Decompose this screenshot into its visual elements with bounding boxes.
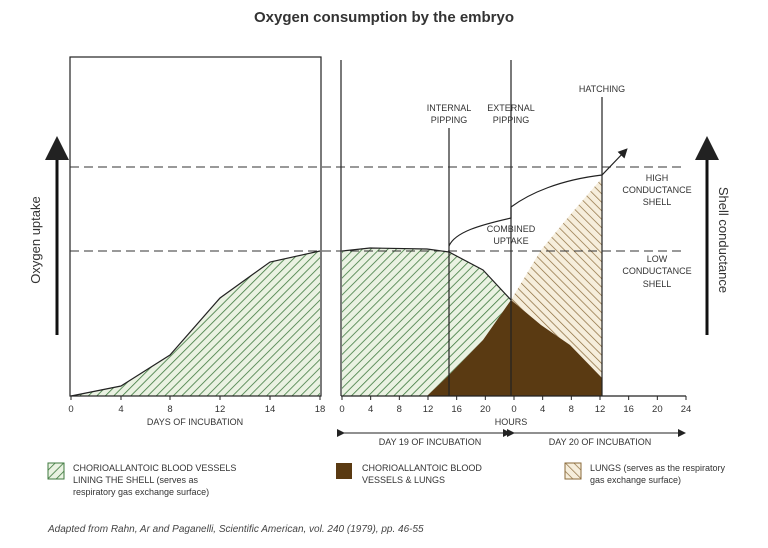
annotation: LOW: [647, 254, 668, 264]
x-tick-label: 20: [652, 404, 663, 415]
annotation: CONDUCTANCE: [622, 185, 691, 195]
annotation: HIGH: [646, 173, 669, 183]
area-vessels-lungs: [427, 300, 602, 396]
x-axis-label: DAYS OF INCUBATION: [147, 417, 243, 427]
x-tick-label: 0: [339, 404, 344, 415]
area-lungs: [511, 178, 602, 378]
annotation: SHELL: [643, 197, 672, 207]
x-tick-label: 4: [118, 404, 123, 415]
left-frame: [69, 56, 322, 397]
legend-text: LUNGS (serves as the respiratory: [590, 463, 726, 473]
annotation: COMBINED: [487, 224, 536, 234]
area-vessels: [71, 251, 320, 396]
legend-text: gas exchange surface): [590, 475, 681, 485]
annotation: CONDUCTANCE: [622, 266, 691, 276]
legend-text: CHORIOALLANTOIC BLOOD: [362, 463, 482, 473]
combined-uptake-line: [448, 148, 628, 247]
x-tick-label: 4: [368, 404, 373, 415]
x-tick-label: 4: [540, 404, 545, 415]
x-tick-label: 12: [423, 404, 434, 415]
x-tick-label: 12: [595, 404, 606, 415]
title: Oxygen consumption by the embryo: [254, 9, 514, 26]
annotation: INTERNAL: [427, 103, 472, 113]
x-tick-label: 0: [68, 404, 73, 415]
x-tick-label: 20: [480, 404, 491, 415]
x-tick-label: 16: [623, 404, 634, 415]
span-label: DAY 19 OF INCUBATION: [379, 437, 482, 447]
x-tick-label: 18: [315, 404, 326, 415]
area-vessels: [342, 248, 511, 396]
x-tick-label: 8: [167, 404, 172, 415]
x-tick-label: 14: [265, 404, 276, 415]
legend-text: VESSELS & LUNGS: [362, 475, 445, 485]
legend-text: CHORIOALLANTOIC BLOOD VESSELS: [73, 463, 236, 473]
legend-text: respiratory gas exchange surface): [73, 487, 209, 497]
annotation: PIPPING: [493, 115, 530, 125]
annotation: PIPPING: [431, 115, 468, 125]
legend-text: LINING THE SHELL (serves as: [73, 475, 199, 485]
annotation: HATCHING: [579, 84, 625, 94]
y-axis-label: Oxygen uptake: [28, 196, 43, 283]
x-axis-label: HOURS: [495, 417, 528, 427]
span-label: DAY 20 OF INCUBATION: [549, 437, 652, 447]
label-bg: [545, 436, 655, 448]
legend-swatch: [47, 462, 65, 480]
label-bg: [375, 436, 485, 448]
legend-swatch: [336, 463, 352, 479]
y2-axis-label: Shell conductance: [716, 187, 731, 293]
source: Adapted from Rahn, Ar and Paganelli, Sci…: [47, 524, 424, 535]
curve: [70, 250, 321, 397]
annotation: UPTAKE: [493, 236, 528, 246]
x-tick-label: 12: [215, 404, 226, 415]
x-tick-label: 8: [569, 404, 574, 415]
annotation: SHELL: [643, 279, 672, 289]
x-tick-label: 24: [681, 404, 692, 415]
x-tick-label: 0: [511, 404, 516, 415]
annotation: EXTERNAL: [487, 103, 535, 113]
legend-swatch: [564, 462, 582, 480]
x-tick-label: 8: [397, 404, 402, 415]
x-tick-label: 16: [451, 404, 462, 415]
